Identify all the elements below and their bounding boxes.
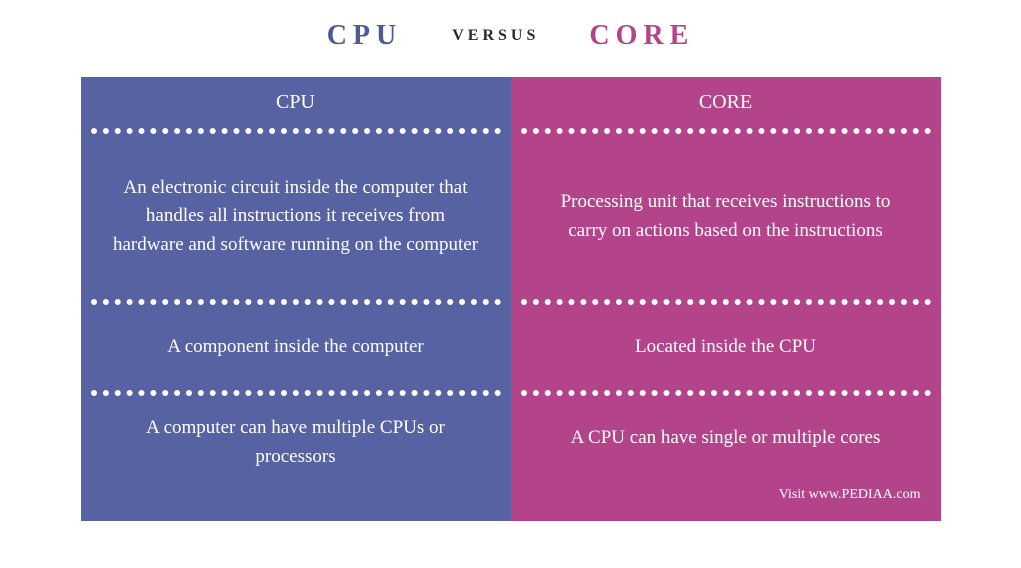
header-right-title: CORE [589,20,694,52]
left-row-3: A computer can have multiple CPUs or pro… [81,396,511,489]
header-versus-label: VERSUS [452,27,539,45]
left-row-1: An electronic circuit inside the compute… [81,134,511,299]
left-column: CPU An electronic circuit inside the com… [81,77,511,521]
right-column: CORE Processing unit that receives instr… [511,77,941,521]
footer-credit: Visit www.PEDIAA.com [511,481,941,513]
right-row-2: Located inside the CPU [511,305,941,390]
comparison-header: CPU VERSUS CORE [75,20,946,52]
header-left-title: CPU [327,20,403,52]
cell-text: Processing unit that receives instructio… [541,188,911,245]
footer-spacer [81,489,511,521]
cell-text: A CPU can have single or multiple cores [571,424,881,453]
right-row-1: Processing unit that receives instructio… [511,134,941,299]
cell-text: Located inside the CPU [635,333,816,362]
cell-text: A component inside the computer [167,333,423,362]
right-row-3: A CPU can have single or multiple cores [511,396,941,481]
left-column-header: CPU [81,77,511,128]
comparison-table: CPU An electronic circuit inside the com… [81,77,941,521]
right-column-header: CORE [511,77,941,128]
left-row-2: A component inside the computer [81,305,511,390]
cell-text: An electronic circuit inside the compute… [111,174,481,260]
cell-text: A computer can have multiple CPUs or pro… [111,414,481,471]
